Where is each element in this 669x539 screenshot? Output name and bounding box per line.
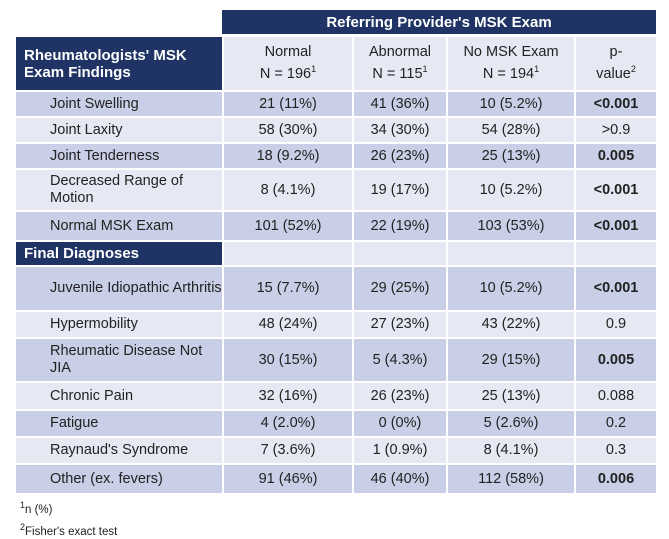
p-value: 0.005 bbox=[574, 337, 658, 382]
column-header-p-value: p-value2 bbox=[574, 35, 658, 91]
cell-value: 46 (40%) bbox=[352, 463, 448, 493]
cell-value: 112 (58%) bbox=[446, 463, 576, 493]
table-row: Other (ex. fevers) 91 (46%) 46 (40%) 112 (5… bbox=[14, 463, 658, 493]
p-value: <0.001 bbox=[574, 90, 658, 117]
footnote-2: 2Fisher's exact test bbox=[20, 522, 118, 538]
cell-value: 8 (4.1%) bbox=[446, 436, 576, 464]
table-row: Chronic Pain 32 (16%) 26 (23%) 25 (13%) 0.08… bbox=[14, 381, 658, 410]
row-label: Normal MSK Exam bbox=[14, 210, 224, 241]
cell-value: 18 (9.2%) bbox=[222, 142, 354, 169]
table-row: Raynaud's Syndrome 7 (3.6%) 1 (0.9%) 8 (4.1… bbox=[14, 436, 658, 464]
row-label: Rheumatic Disease Not JIA bbox=[14, 337, 224, 382]
p-value: 0.3 bbox=[574, 436, 658, 464]
table-row: Hypermobility 48 (24%) 27 (23%) 43 (22%) 0.9 bbox=[14, 310, 658, 338]
cell-value: 101 (52%) bbox=[222, 210, 354, 241]
section-title-exam-findings: Rheumatologists' MSK Exam Findings bbox=[14, 35, 224, 91]
empty-cell bbox=[446, 240, 576, 266]
cell-value: 5 (2.6%) bbox=[446, 409, 576, 437]
cell-value: 91 (46%) bbox=[222, 463, 354, 493]
row-label: Joint Tenderness bbox=[14, 142, 224, 169]
empty-cell bbox=[352, 240, 448, 266]
cell-value: 54 (28%) bbox=[446, 116, 576, 143]
column-header-normal: Normal N = 1961 bbox=[222, 35, 354, 91]
cell-value: 7 (3.6%) bbox=[222, 436, 354, 464]
cell-value: 29 (25%) bbox=[352, 265, 448, 311]
cell-value: 19 (17%) bbox=[352, 168, 448, 211]
cell-value: 4 (2.0%) bbox=[222, 409, 354, 437]
row-label: Fatigue bbox=[14, 409, 224, 437]
section-row: Final Diagnoses bbox=[14, 240, 658, 266]
cell-value: 41 (36%) bbox=[352, 90, 448, 117]
table-row: Joint Laxity 58 (30%) 34 (30%) 54 (28%) >0.9 bbox=[14, 116, 658, 143]
cell-value: 26 (23%) bbox=[352, 381, 448, 410]
column-header-no-exam: No MSK Exam N = 1941 bbox=[446, 35, 576, 91]
group-header: Referring Provider's MSK Exam bbox=[222, 10, 656, 34]
column-header-abnormal: Abnormal N = 1151 bbox=[352, 35, 448, 91]
cell-value: 1 (0.9%) bbox=[352, 436, 448, 464]
row-label: Raynaud's Syndrome bbox=[14, 436, 224, 464]
cell-value: 10 (5.2%) bbox=[446, 90, 576, 117]
p-value: 0.088 bbox=[574, 381, 658, 410]
p-value: <0.001 bbox=[574, 168, 658, 211]
p-value: 0.2 bbox=[574, 409, 658, 437]
cell-value: 103 (53%) bbox=[446, 210, 576, 241]
row-label: Decreased Range of Motion bbox=[14, 168, 224, 211]
table-row: Joint Tenderness 18 (9.2%) 26 (23%) 25 (13%… bbox=[14, 142, 658, 169]
row-label: Hypermobility bbox=[14, 310, 224, 338]
table-row: Rheumatic Disease Not JIA 30 (15%) 5 (4.3%… bbox=[14, 337, 658, 382]
cell-value: 34 (30%) bbox=[352, 116, 448, 143]
empty-cell bbox=[222, 240, 354, 266]
row-label: Other (ex. fevers) bbox=[14, 463, 224, 493]
cell-value: 22 (19%) bbox=[352, 210, 448, 241]
footnote-1: 1n (%) bbox=[20, 500, 53, 516]
p-value: <0.001 bbox=[574, 265, 658, 311]
cell-value: 58 (30%) bbox=[222, 116, 354, 143]
cell-value: 8 (4.1%) bbox=[222, 168, 354, 211]
row-label: Joint Laxity bbox=[14, 116, 224, 143]
p-value: 0.005 bbox=[574, 142, 658, 169]
cell-value: 30 (15%) bbox=[222, 337, 354, 382]
p-value: 0.9 bbox=[574, 310, 658, 338]
cell-value: 32 (16%) bbox=[222, 381, 354, 410]
p-value: <0.001 bbox=[574, 210, 658, 241]
cell-value: 10 (5.2%) bbox=[446, 168, 576, 211]
cell-value: 26 (23%) bbox=[352, 142, 448, 169]
cell-value: 29 (15%) bbox=[446, 337, 576, 382]
section-title-final-diagnoses: Final Diagnoses bbox=[14, 240, 224, 266]
cell-value: 15 (7.7%) bbox=[222, 265, 354, 311]
p-value: >0.9 bbox=[574, 116, 658, 143]
cell-value: 25 (13%) bbox=[446, 381, 576, 410]
cell-value: 5 (4.3%) bbox=[352, 337, 448, 382]
table-row: Decreased Range of Motion 8 (4.1%) 19 (17%… bbox=[14, 168, 658, 211]
table-row: Joint Swelling 21 (11%) 41 (36%) 10 (5.2%) <… bbox=[14, 90, 658, 117]
cell-value: 0 (0%) bbox=[352, 409, 448, 437]
empty-cell bbox=[574, 240, 658, 266]
table-row: Fatigue 4 (2.0%) 0 (0%) 5 (2.6%) 0.2 bbox=[14, 409, 658, 437]
p-value: 0.006 bbox=[574, 463, 658, 493]
cell-value: 48 (24%) bbox=[222, 310, 354, 338]
cell-value: 10 (5.2%) bbox=[446, 265, 576, 311]
cell-value: 21 (11%) bbox=[222, 90, 354, 117]
table-row: Juvenile Idiopathic Arthritis 15 (7.7%) 29… bbox=[14, 265, 658, 311]
row-label: Juvenile Idiopathic Arthritis bbox=[14, 265, 224, 311]
row-label: Joint Swelling bbox=[14, 90, 224, 117]
cell-value: 43 (22%) bbox=[446, 310, 576, 338]
table-row: Normal MSK Exam 101 (52%) 22 (19%) 103 (53%… bbox=[14, 210, 658, 241]
results-table: Rheumatologists' MSK Exam Findings Norma… bbox=[14, 35, 658, 493]
cell-value: 27 (23%) bbox=[352, 310, 448, 338]
cell-value: 25 (13%) bbox=[446, 142, 576, 169]
row-label: Chronic Pain bbox=[14, 381, 224, 410]
column-header-row: Rheumatologists' MSK Exam Findings Norma… bbox=[14, 35, 658, 91]
